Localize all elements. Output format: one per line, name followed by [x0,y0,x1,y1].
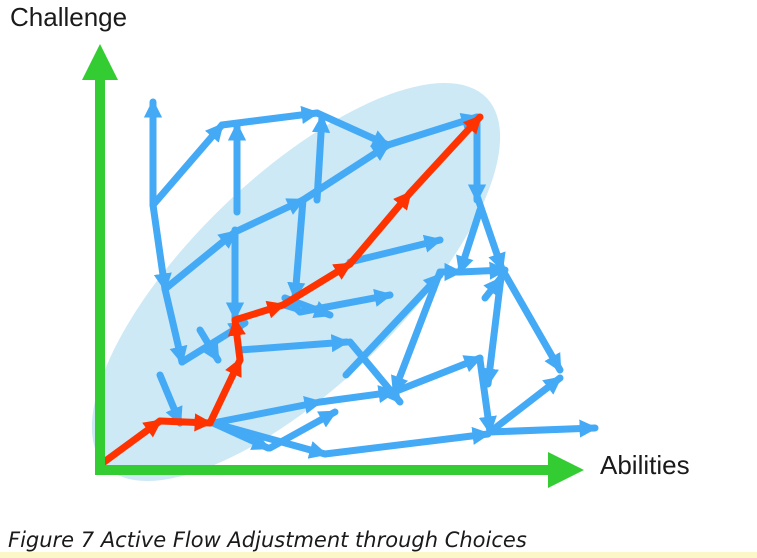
choice-arrow-40 [325,434,488,454]
chosen-path-arrow-2 [160,421,210,423]
choice-arrow-36 [320,392,394,402]
choice-arrow-34 [490,428,595,432]
caption-highlight-band [0,552,757,558]
x-axis-label: Abilities [600,450,690,481]
choice-arrow-33 [490,378,560,432]
figure-caption: Figure 7 Active Flow Adjustment through … [8,528,527,552]
y-axis-label: Challenge [10,2,127,33]
choice-arrow-27 [460,270,505,272]
chosen-path-arrow-4 [235,320,240,360]
choice-arrow-19 [502,269,560,370]
choice-arrow-9 [153,205,165,289]
choice-arrow-2 [153,125,222,205]
